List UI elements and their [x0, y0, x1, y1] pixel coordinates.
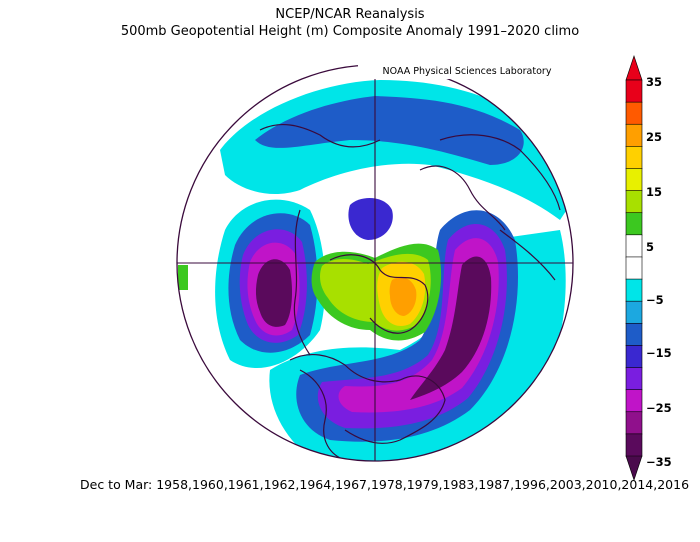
colorbar-cell [625, 411, 643, 435]
colorbar-cell [625, 433, 643, 457]
colorbar-cell [625, 212, 643, 236]
composite-years-footer: Dec to Mar: 1958,1960,1961,1962,1964,196… [80, 477, 690, 492]
colorbar-label: 25 [646, 130, 663, 144]
anomaly-darkpurple-west [255, 259, 293, 327]
anomaly-blue-north [255, 96, 524, 165]
colorbar-cell [625, 345, 643, 369]
colorbar-cell [625, 234, 643, 258]
colorbar-label: 35 [646, 75, 663, 89]
colorbar-cell [625, 300, 643, 324]
colorbar-label: −35 [646, 455, 672, 469]
title-line-1: NCEP/NCAR Reanalysis [275, 7, 425, 22]
colorbar-cell [625, 278, 643, 302]
coastlines [259, 124, 561, 461]
anomaly-green-small [178, 265, 188, 290]
anomaly-orange-ridge [389, 277, 417, 316]
colorbar-cell [625, 101, 643, 125]
colorbar-cell [625, 79, 643, 103]
anomaly-darkpurple-east [410, 256, 492, 400]
colorbar-label: −5 [646, 293, 664, 307]
colorbar-cell [625, 256, 643, 280]
colorbar-label: 5 [646, 240, 655, 254]
colorbar [625, 55, 643, 481]
title-line-2: 500mb Geopotential Height (m) Composite … [120, 24, 580, 39]
colorbar-top-arrow [625, 55, 643, 81]
colorbar-label: −25 [646, 401, 672, 415]
colorbar-cell [625, 123, 643, 147]
colorbar-cell [625, 389, 643, 413]
colorbar-label: −15 [646, 346, 672, 360]
colorbar-cell [625, 146, 643, 170]
colorbar-label: 15 [646, 185, 663, 199]
colorbar-cell [625, 367, 643, 391]
colorbar-cell [625, 190, 643, 214]
colorbar-cell [625, 168, 643, 192]
anomaly-blue-arctic [348, 198, 393, 240]
colorbar-bottom-arrow [625, 455, 643, 481]
colorbar-cell [625, 322, 643, 347]
credit-label: NOAA Physical Sciences Laboratory [358, 64, 576, 79]
